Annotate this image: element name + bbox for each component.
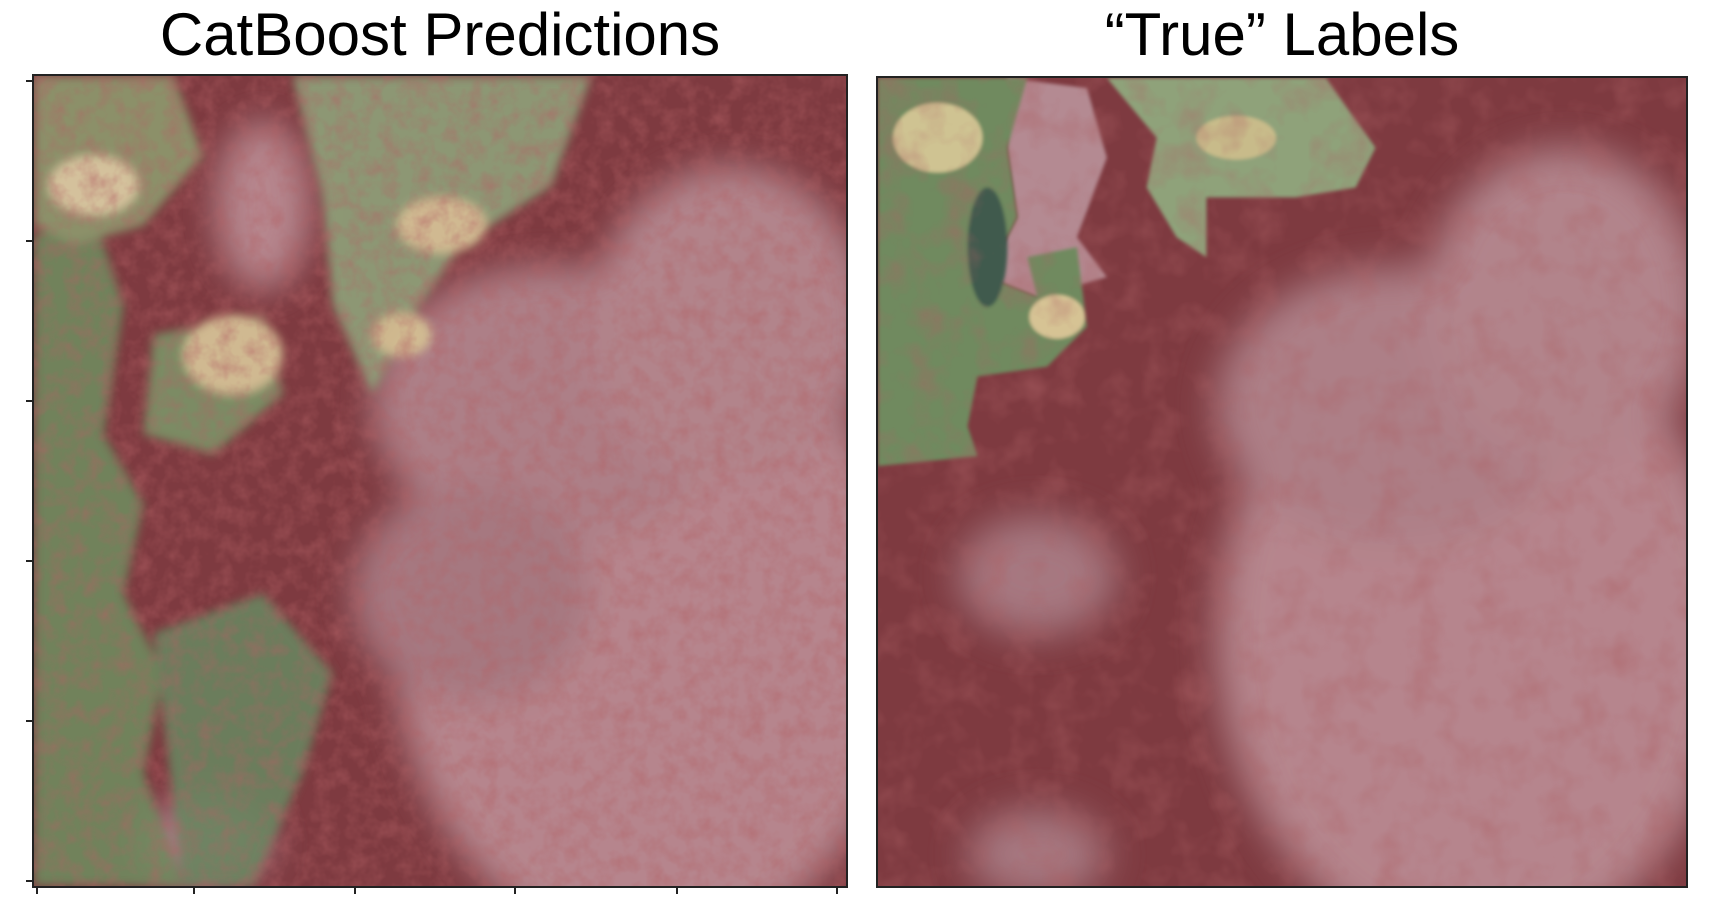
y-tick: [26, 560, 32, 562]
true-labels-image: [876, 76, 1688, 888]
right-panel-title: “True” Labels: [1104, 1, 1460, 68]
y-tick: [26, 240, 32, 242]
x-tick: [354, 888, 356, 894]
x-tick: [36, 888, 38, 894]
y-tick: [26, 880, 32, 882]
left-panel-title: CatBoost Predictions: [159, 1, 721, 68]
catboost-predictions-image: [32, 74, 848, 888]
x-tick: [514, 888, 516, 894]
y-tick: [26, 400, 32, 402]
y-tick: [26, 720, 32, 722]
x-tick: [676, 888, 678, 894]
catboost-satellite-scene: [34, 76, 846, 886]
x-tick: [836, 888, 838, 894]
true-labels-satellite-scene: [878, 78, 1686, 886]
y-tick: [26, 80, 32, 82]
x-tick: [193, 888, 195, 894]
